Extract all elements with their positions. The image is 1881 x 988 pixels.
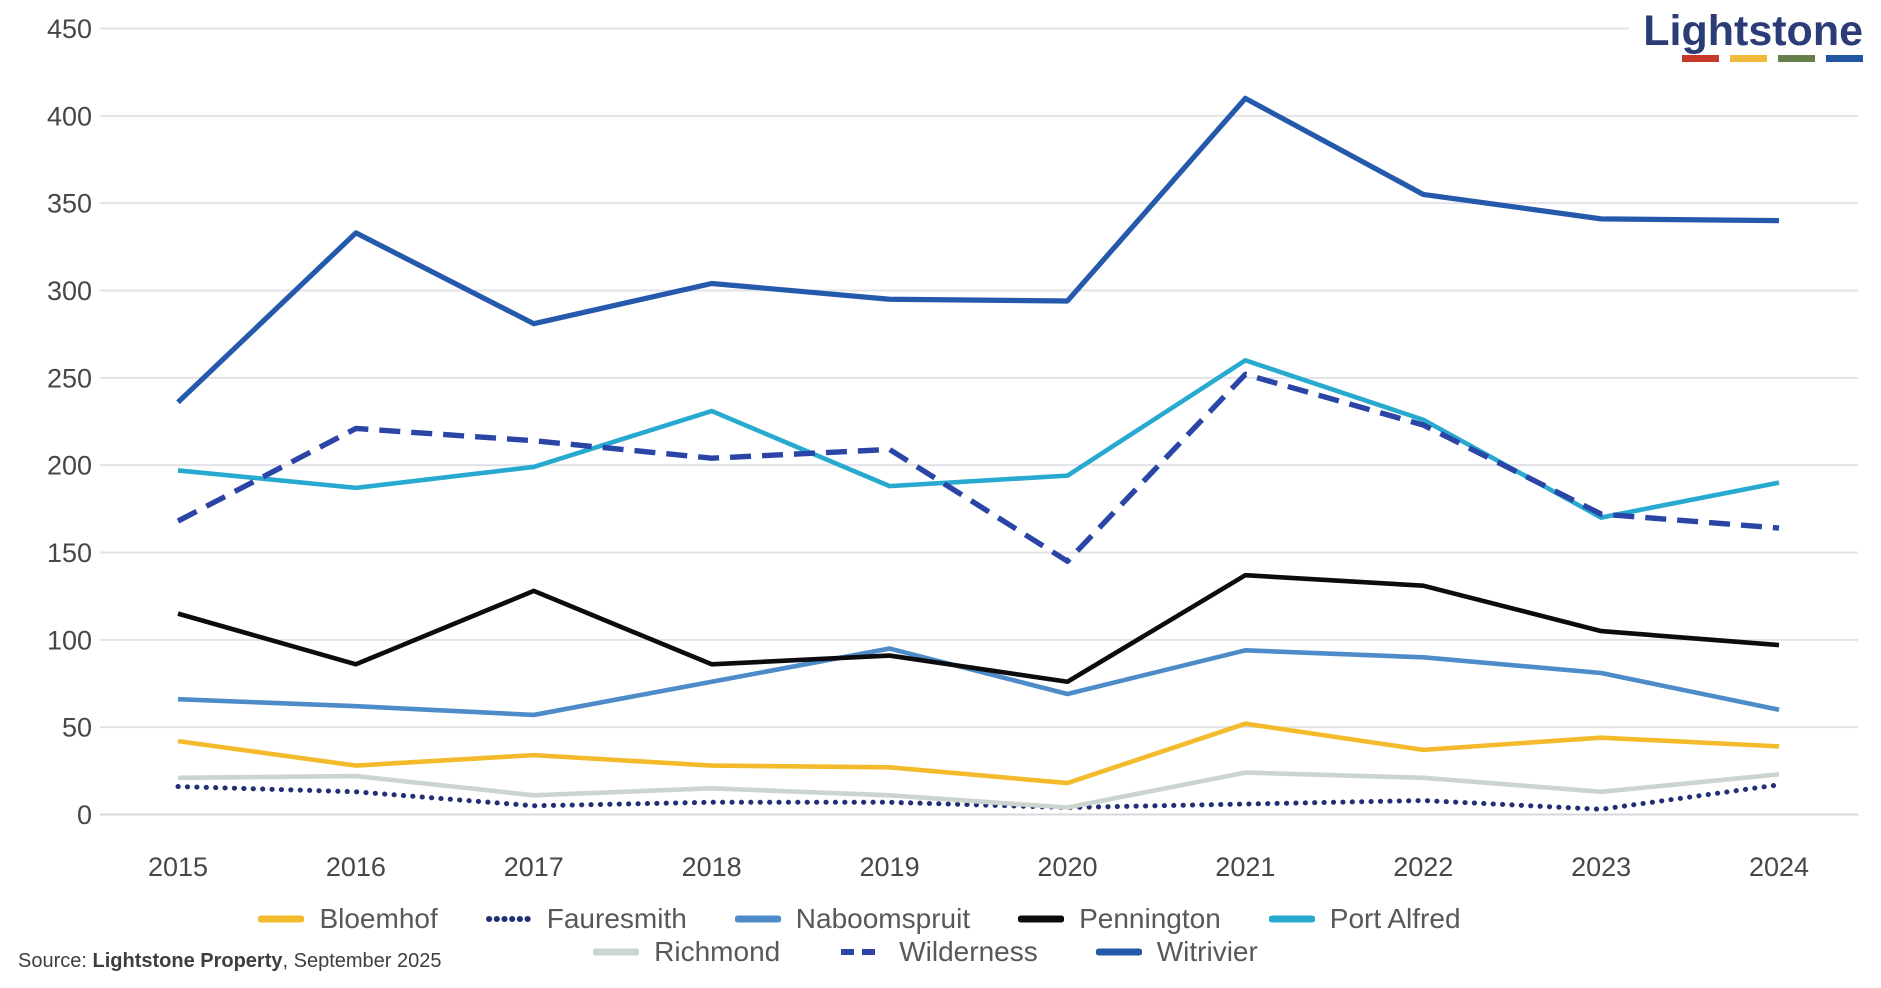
legend-swatch-wilderness: [841, 949, 882, 955]
legend-label: Witrivier: [1156, 936, 1258, 967]
series-line-fauresmith: [175, 782, 1782, 812]
legend-item-port-alfred: Port Alfred: [1268, 903, 1461, 935]
x-tick-label: 2023: [1571, 852, 1631, 882]
series-line-richmond: [177, 770, 1780, 810]
x-tick-label: 2017: [504, 852, 564, 882]
legend-swatch-pennington: [1018, 915, 1065, 923]
series-line-wilderness: [176, 371, 1780, 564]
legend-swatch-fauresmith: [485, 916, 532, 922]
logo-underline-blue: [1826, 55, 1863, 62]
logo-underline-red: [1682, 55, 1719, 62]
source-note: Source: Lightstone Property, September 2…: [18, 950, 442, 973]
legend-swatch-naboomspruit: [734, 915, 781, 923]
legend-label: Wilderness: [899, 936, 1038, 967]
x-tick-label: 2016: [326, 852, 386, 882]
legend-item-naboomspruit: Naboomspruit: [734, 903, 971, 935]
source-prefix: Source:: [18, 950, 93, 972]
y-tick-label: 150: [47, 538, 92, 568]
legend-swatch-witrivier: [1095, 948, 1142, 956]
legend-item-richmond: Richmond: [593, 936, 780, 968]
legend-item-fauresmith: Fauresmith: [485, 903, 687, 935]
y-tick-label: 350: [47, 189, 92, 219]
legend-item-wilderness: Wilderness: [838, 936, 1038, 968]
series-line-naboomspruit: [177, 646, 1780, 718]
legend-label: Richmond: [654, 936, 781, 967]
legend-swatch-port-alfred: [1268, 915, 1315, 923]
legend-label: Port Alfred: [1329, 903, 1461, 934]
x-tick-label: 2024: [1749, 852, 1809, 882]
y-tick-label: 450: [47, 14, 92, 44]
legend-item-bloemhof: Bloemhof: [258, 903, 438, 935]
legend-swatch-richmond: [593, 948, 640, 956]
logo-wordmark: Lightstone: [1643, 7, 1863, 55]
logo-underline-green: [1778, 55, 1815, 62]
y-tick-label: 300: [47, 276, 92, 306]
series-line-pennington: [177, 572, 1780, 685]
lightstone-logo: Lightstone: [1629, 4, 1871, 68]
legend-label: Naboomspruit: [795, 903, 971, 934]
series-line-port-alfred: [177, 358, 1780, 520]
legend-label: Pennington: [1079, 903, 1221, 934]
y-tick-label: 0: [77, 800, 92, 830]
legend-row-1: Bloemhof Fauresmith Naboomspruit Pennington…: [0, 903, 1800, 935]
series-line-bloemhof: [177, 721, 1780, 786]
x-tick-label: 2021: [1215, 852, 1275, 882]
source-date: , September 2025: [282, 950, 442, 972]
legend-row-2: Richmond Wilderness Witrivier: [0, 936, 1866, 968]
x-tick-label: 2015: [148, 852, 208, 882]
legend-swatch-bloemhof: [258, 915, 305, 923]
x-tick-label: 2019: [860, 852, 920, 882]
y-tick-label: 200: [47, 451, 92, 481]
logo-underline-bars: [1643, 55, 1863, 62]
x-tick-label: 2020: [1037, 852, 1097, 882]
x-tick-label: 2022: [1393, 852, 1453, 882]
y-tick-label: 400: [47, 101, 92, 131]
legend-label: Bloemhof: [319, 903, 438, 934]
y-tick-label: 100: [47, 625, 92, 655]
logo-underline-yellow: [1730, 55, 1767, 62]
source-publisher: Lightstone Property: [92, 950, 283, 972]
y-tick-label: 50: [62, 713, 92, 743]
series-line-witrivier: [176, 95, 1780, 405]
y-tick-label: 250: [47, 363, 92, 393]
x-tick-label: 2018: [682, 852, 742, 882]
legend-item-witrivier: Witrivier: [1095, 936, 1258, 968]
legend-item-pennington: Pennington: [1018, 903, 1221, 935]
legend-label: Fauresmith: [546, 903, 687, 934]
